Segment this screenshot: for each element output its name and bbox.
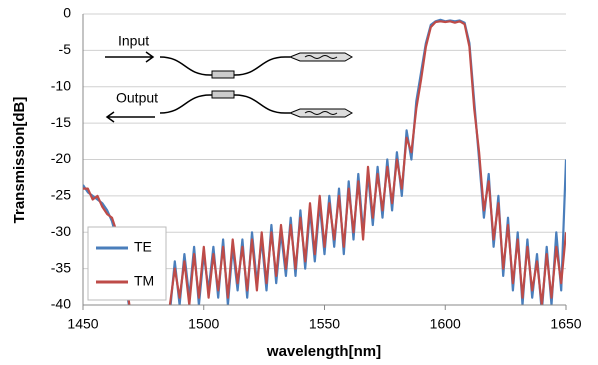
x-tick-label: 1650 — [550, 316, 581, 332]
x-axis-title: wavelength[nm] — [266, 343, 381, 360]
inset-diagram — [105, 51, 354, 123]
y-axis-title: Transmission[dB] — [11, 97, 28, 224]
x-tick-label: 1450 — [67, 316, 98, 332]
x-tick-label: 1600 — [430, 316, 461, 332]
legend-label: TE — [134, 239, 152, 255]
coupler — [211, 90, 235, 99]
series-line — [83, 20, 566, 305]
y-tick-label: -5 — [59, 41, 72, 57]
coupler — [211, 70, 235, 79]
grating-teeth — [304, 55, 338, 115]
y-tick-label: -40 — [51, 296, 71, 312]
waveguide — [159, 56, 290, 76]
input-arrow — [105, 51, 155, 63]
y-tick-label: 0 — [63, 5, 71, 21]
annotation: Output — [116, 90, 158, 106]
legend-label: TM — [134, 273, 154, 289]
y-tick-label: -20 — [51, 150, 71, 166]
x-tick-label: 1550 — [309, 316, 340, 332]
legend-box — [87, 226, 167, 301]
y-tick-label: -30 — [51, 223, 71, 239]
y-tick-label: -35 — [51, 259, 71, 275]
annotation: Input — [118, 33, 149, 49]
x-tick-label: 1500 — [188, 316, 219, 332]
y-tick-label: -25 — [51, 187, 71, 203]
waveguide — [159, 94, 290, 114]
y-tick-label: -10 — [51, 77, 71, 93]
output-arrow — [105, 111, 155, 123]
y-tick-label: -15 — [51, 114, 71, 130]
